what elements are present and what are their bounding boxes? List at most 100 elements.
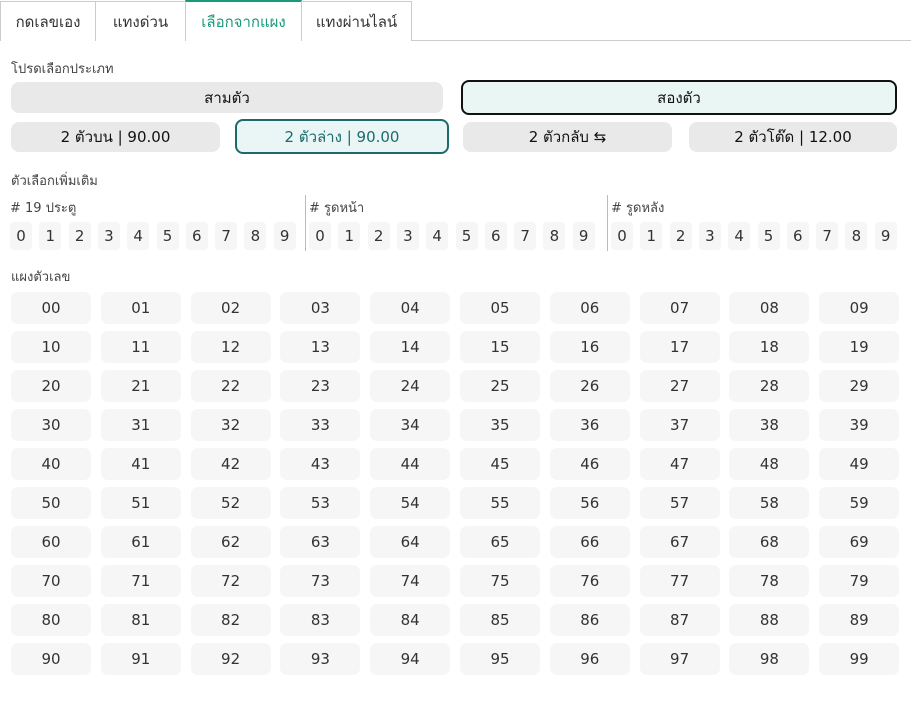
number-cell[interactable]: 25 — [460, 370, 540, 402]
number-cell[interactable]: 12 — [190, 331, 271, 363]
number-cell[interactable]: 28 — [729, 370, 810, 402]
type-button-1[interactable]: สามตัว — [11, 82, 443, 113]
number-cell[interactable]: 00 — [11, 292, 91, 324]
number-cell[interactable]: 14 — [370, 331, 451, 363]
number-cell[interactable]: 81 — [100, 604, 181, 636]
number-cell[interactable]: 62 — [190, 526, 271, 558]
number-cell[interactable]: 15 — [460, 331, 540, 363]
number-cell[interactable]: 59 — [819, 487, 900, 519]
digit-button[interactable]: 2 — [68, 222, 91, 250]
number-cell[interactable]: 56 — [549, 487, 630, 519]
number-cell[interactable]: 43 — [280, 448, 361, 480]
number-cell[interactable]: 26 — [549, 370, 630, 402]
number-cell[interactable]: 03 — [280, 292, 361, 324]
digit-button[interactable]: 6 — [185, 222, 208, 250]
number-cell[interactable]: 33 — [280, 409, 361, 441]
number-cell[interactable]: 89 — [819, 604, 900, 636]
number-cell[interactable]: 24 — [370, 370, 451, 402]
number-cell[interactable]: 92 — [190, 643, 271, 675]
digit-button[interactable]: 7 — [816, 222, 839, 250]
number-cell[interactable]: 61 — [100, 526, 181, 558]
number-cell[interactable]: 08 — [729, 292, 810, 324]
number-cell[interactable]: 30 — [11, 409, 91, 441]
number-cell[interactable]: 60 — [11, 526, 91, 558]
number-cell[interactable]: 50 — [11, 487, 91, 519]
number-cell[interactable]: 34 — [370, 409, 451, 441]
digit-button[interactable]: 1 — [39, 222, 62, 250]
number-cell[interactable]: 85 — [460, 604, 540, 636]
digit-button[interactable]: 2 — [669, 222, 692, 250]
number-cell[interactable]: 76 — [549, 565, 630, 597]
number-cell[interactable]: 35 — [460, 409, 540, 441]
number-cell[interactable]: 36 — [549, 409, 630, 441]
number-cell[interactable]: 09 — [819, 292, 900, 324]
number-cell[interactable]: 18 — [729, 331, 810, 363]
digit-button[interactable]: 1 — [338, 222, 361, 250]
number-cell[interactable]: 29 — [819, 370, 900, 402]
number-cell[interactable]: 98 — [729, 643, 810, 675]
number-cell[interactable]: 42 — [190, 448, 271, 480]
number-cell[interactable]: 48 — [729, 448, 810, 480]
number-cell[interactable]: 38 — [729, 409, 810, 441]
number-cell[interactable]: 06 — [549, 292, 630, 324]
digit-button[interactable]: 4 — [728, 222, 751, 250]
number-cell[interactable]: 27 — [639, 370, 720, 402]
number-cell[interactable]: 19 — [819, 331, 900, 363]
digit-button[interactable]: 0 — [309, 222, 331, 250]
number-cell[interactable]: 20 — [11, 370, 91, 402]
digit-button[interactable]: 8 — [845, 222, 868, 250]
number-cell[interactable]: 64 — [370, 526, 451, 558]
number-cell[interactable]: 95 — [460, 643, 540, 675]
number-cell[interactable]: 57 — [639, 487, 720, 519]
number-cell[interactable]: 77 — [639, 565, 720, 597]
number-cell[interactable]: 02 — [190, 292, 271, 324]
digit-button[interactable]: 0 — [611, 222, 633, 250]
subtype-button-2[interactable]: 2 ตัวล่าง | 90.00 — [235, 119, 449, 154]
number-cell[interactable]: 94 — [370, 643, 451, 675]
number-cell[interactable]: 90 — [11, 643, 91, 675]
number-cell[interactable]: 10 — [11, 331, 91, 363]
number-cell[interactable]: 70 — [11, 565, 91, 597]
number-cell[interactable]: 16 — [549, 331, 630, 363]
number-cell[interactable]: 66 — [549, 526, 630, 558]
digit-button[interactable]: 6 — [786, 222, 809, 250]
digit-button[interactable]: 8 — [543, 222, 566, 250]
number-cell[interactable]: 72 — [190, 565, 271, 597]
digit-button[interactable]: 3 — [698, 222, 721, 250]
digit-button[interactable]: 6 — [484, 222, 507, 250]
number-cell[interactable]: 53 — [280, 487, 361, 519]
number-cell[interactable]: 04 — [370, 292, 451, 324]
number-cell[interactable]: 45 — [460, 448, 540, 480]
number-cell[interactable]: 46 — [549, 448, 630, 480]
number-cell[interactable]: 58 — [729, 487, 810, 519]
number-cell[interactable]: 84 — [370, 604, 451, 636]
number-cell[interactable]: 44 — [370, 448, 451, 480]
digit-button[interactable]: 0 — [10, 222, 32, 250]
number-cell[interactable]: 54 — [370, 487, 451, 519]
type-button-2[interactable]: สองตัว — [461, 80, 897, 115]
number-cell[interactable]: 23 — [280, 370, 361, 402]
digit-button[interactable]: 9 — [273, 222, 296, 250]
number-cell[interactable]: 01 — [100, 292, 181, 324]
tab-1[interactable]: กดเลขเอง — [0, 1, 96, 41]
subtype-button-4[interactable]: 2 ตัวโต๊ด | 12.00 — [689, 122, 897, 152]
tab-4[interactable]: แทงผ่านไลน์ — [301, 1, 412, 41]
number-cell[interactable]: 49 — [819, 448, 900, 480]
digit-button[interactable]: 5 — [156, 222, 179, 250]
number-cell[interactable]: 63 — [280, 526, 361, 558]
number-cell[interactable]: 73 — [280, 565, 361, 597]
subtype-button-1[interactable]: 2 ตัวบน | 90.00 — [11, 122, 220, 152]
tab-3[interactable]: เลือกจากแผง — [185, 0, 302, 41]
number-cell[interactable]: 74 — [370, 565, 451, 597]
digit-button[interactable]: 9 — [572, 222, 595, 250]
number-cell[interactable]: 47 — [639, 448, 720, 480]
subtype-button-3[interactable]: 2 ตัวกลับ ⇆ — [463, 122, 672, 152]
number-cell[interactable]: 65 — [460, 526, 540, 558]
number-cell[interactable]: 80 — [11, 604, 91, 636]
number-cell[interactable]: 96 — [549, 643, 630, 675]
digit-button[interactable]: 3 — [396, 222, 419, 250]
number-cell[interactable]: 31 — [100, 409, 181, 441]
digit-button[interactable]: 4 — [127, 222, 150, 250]
digit-button[interactable]: 9 — [874, 222, 897, 250]
number-cell[interactable]: 68 — [729, 526, 810, 558]
